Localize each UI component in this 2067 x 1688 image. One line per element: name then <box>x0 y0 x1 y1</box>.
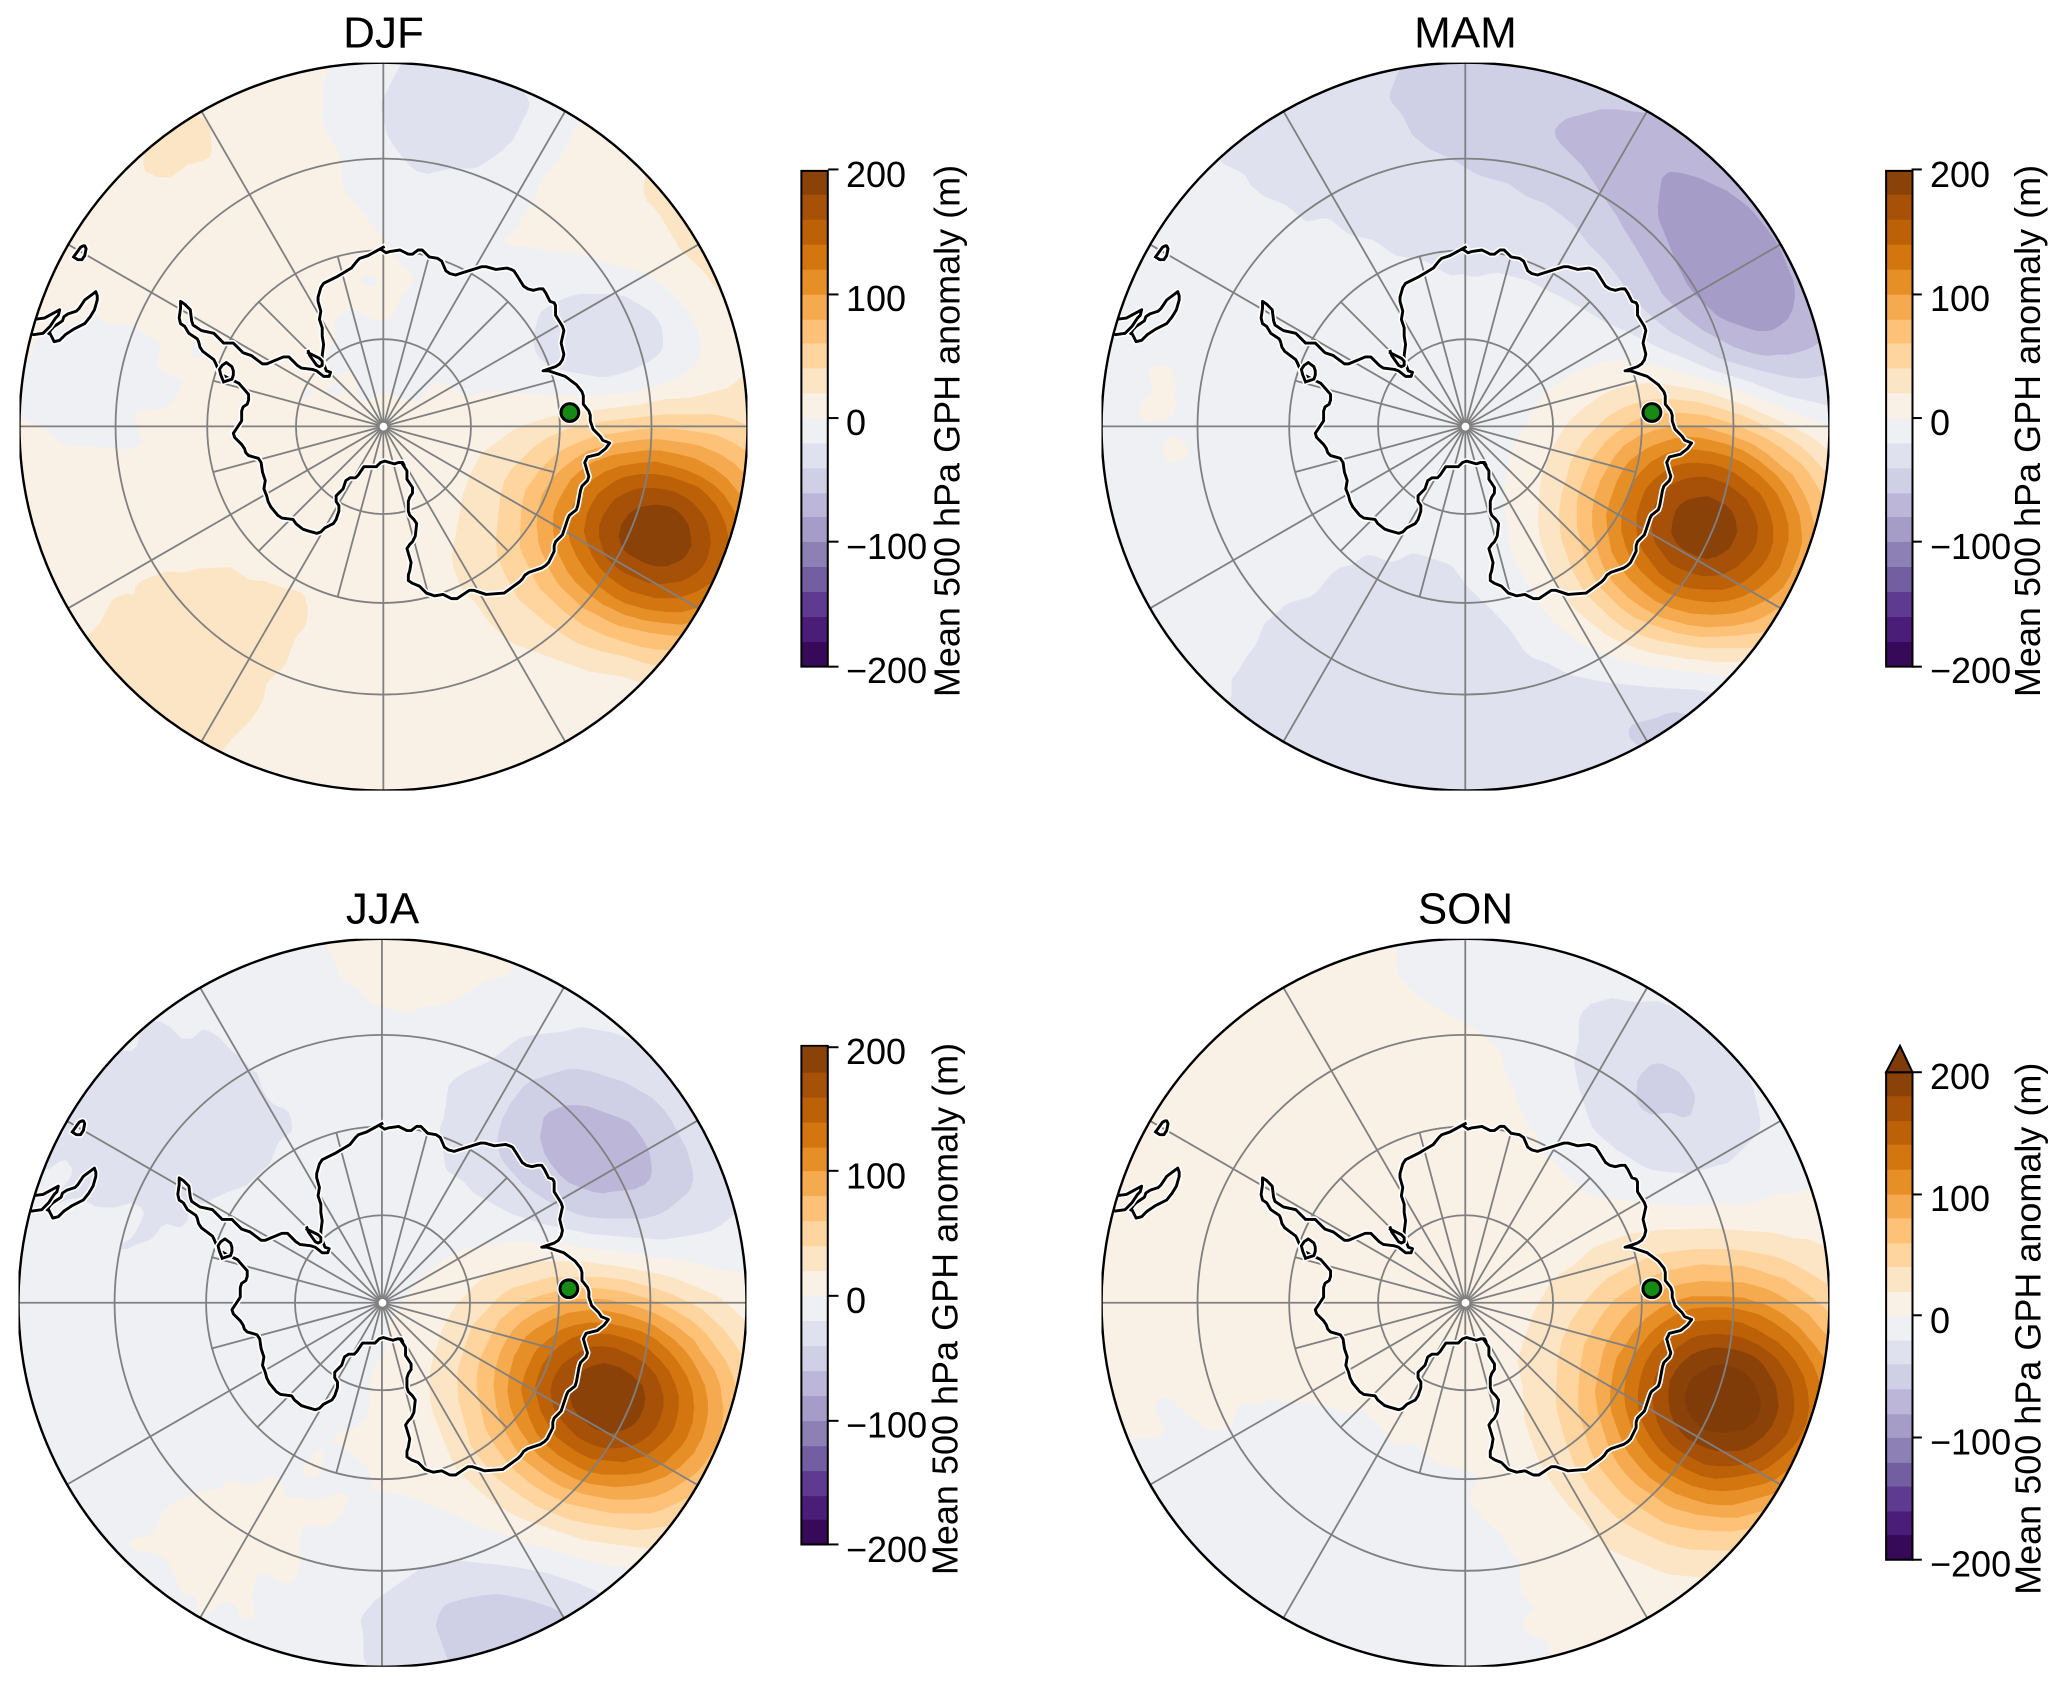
svg-text:−100: −100 <box>1930 1422 2011 1463</box>
svg-text:0: 0 <box>1930 402 1950 443</box>
svg-text:0: 0 <box>846 1280 866 1321</box>
svg-text:−200: −200 <box>846 650 927 691</box>
svg-text:100: 100 <box>846 278 906 319</box>
svg-text:JJA: JJA <box>346 885 420 934</box>
svg-text:0: 0 <box>1930 1300 1950 1341</box>
svg-text:100: 100 <box>1930 278 1990 319</box>
svg-text:Mean 500 hPa GPH anomaly (m): Mean 500 hPa GPH anomaly (m) <box>2007 165 2048 697</box>
svg-text:200: 200 <box>846 1031 906 1072</box>
svg-text:200: 200 <box>846 154 906 195</box>
svg-text:−100: −100 <box>846 526 927 567</box>
svg-text:100: 100 <box>1930 1178 1990 1219</box>
svg-text:100: 100 <box>846 1156 906 1197</box>
svg-text:200: 200 <box>1930 1056 1990 1097</box>
svg-text:Mean 500 hPa GPH anomaly (m): Mean 500 hPa GPH anomaly (m) <box>2007 1063 2048 1595</box>
svg-text:−200: −200 <box>846 1529 927 1570</box>
svg-text:DJF: DJF <box>343 8 424 57</box>
svg-text:Mean 500 hPa GPH anomaly (m): Mean 500 hPa GPH anomaly (m) <box>924 1043 965 1575</box>
svg-text:200: 200 <box>1930 154 1990 195</box>
svg-text:−100: −100 <box>846 1405 927 1446</box>
svg-text:SON: SON <box>1418 885 1513 934</box>
svg-text:−200: −200 <box>1930 650 2011 691</box>
svg-text:Mean 500 hPa GPH anomaly (m): Mean 500 hPa GPH anomaly (m) <box>926 165 967 697</box>
svg-text:−200: −200 <box>1930 1544 2011 1585</box>
svg-text:MAM: MAM <box>1414 8 1517 57</box>
svg-text:−100: −100 <box>1930 526 2011 567</box>
svg-text:0: 0 <box>846 402 866 443</box>
